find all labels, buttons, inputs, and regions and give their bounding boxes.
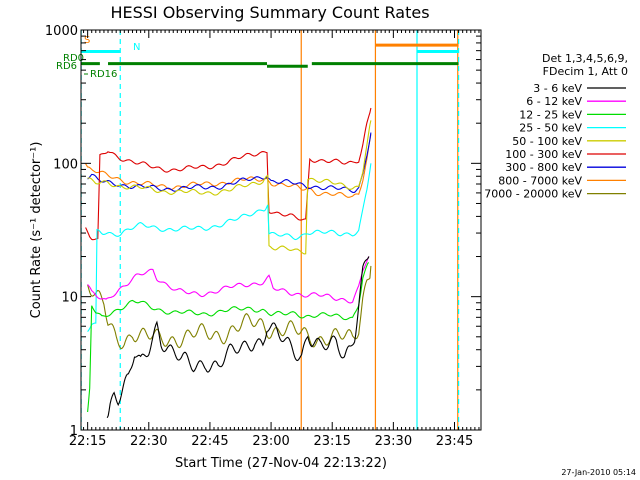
- plot-frame: [80, 29, 482, 431]
- x-tick-label: 23:00: [252, 434, 289, 449]
- series-line-100-300keV: [85, 107, 372, 241]
- y-tick-label: 10: [61, 291, 78, 306]
- y-tick-label: 1: [70, 424, 78, 439]
- y-tick-label: 1000: [45, 24, 78, 39]
- series-line-3-6keV: [106, 256, 370, 419]
- footer-date-stamp: 27-Jan-2010 05:14: [561, 468, 636, 477]
- legend-header: Det 1,3,4,5,6,9,: [542, 52, 628, 65]
- series-line-300-800keV: [87, 132, 372, 193]
- series-line-800-7000keV: [85, 134, 372, 198]
- state-label: RD0: [63, 53, 84, 64]
- legend-header: FDecim 1, Att 0: [543, 65, 628, 78]
- state-label: S: [84, 35, 90, 46]
- series-lines: [85, 107, 372, 419]
- legend-entry-label: 50 - 100 keV: [512, 135, 582, 148]
- series-line-6-12keV: [87, 256, 370, 304]
- legend-entry-label: 100 - 300 keV: [505, 148, 582, 161]
- x-tick-label: 23:45: [436, 434, 473, 449]
- legend-entry-label: 300 - 800 keV: [505, 161, 582, 174]
- x-tick-label: 23:15: [313, 434, 350, 449]
- state-label: N: [133, 42, 140, 53]
- legend-entry-label: 800 - 7000 keV: [498, 174, 582, 187]
- series-line-12-25keV: [87, 262, 370, 413]
- legend-entry-label: 6 - 12 keV: [526, 95, 582, 108]
- legend-entry-label: 7000 - 20000 keV: [484, 188, 582, 201]
- series-line-25-50keV: [87, 163, 372, 332]
- y-tick-label: 100: [53, 157, 78, 172]
- x-tick-label: 23:30: [375, 434, 412, 449]
- x-axis-label: Start Time (27-Nov-04 22:13:22): [175, 456, 387, 471]
- state-label: RD16: [90, 69, 117, 80]
- x-tick-label: 22:30: [130, 434, 167, 449]
- mode-transition-lines: [81, 30, 460, 430]
- x-tick-label: 22:15: [69, 434, 106, 449]
- legend-entry-label: 3 - 6 keV: [533, 82, 582, 95]
- legend-entry-label: 25 - 50 keV: [519, 122, 582, 135]
- legend: Det 1,3,4,5,6,9,FDecim 1, Att 0 3 - 6 keV…: [484, 52, 628, 201]
- y-axis-label: Count Rate (s⁻¹ detector⁻¹): [29, 142, 44, 319]
- state-label: RD6: [56, 61, 77, 72]
- x-tick-label: 22:45: [191, 434, 228, 449]
- axes: 22:15 22:30 22:45 23:00 23:15 23:30 23:45 1 10 10…: [45, 24, 481, 449]
- series-line-50-100keV: [87, 120, 372, 255]
- chart-title: HESSI Observing Summary Count Rates: [110, 3, 429, 22]
- series-line-7000-20000keV: [87, 265, 372, 350]
- legend-entry-label: 12 - 25 keV: [519, 108, 582, 121]
